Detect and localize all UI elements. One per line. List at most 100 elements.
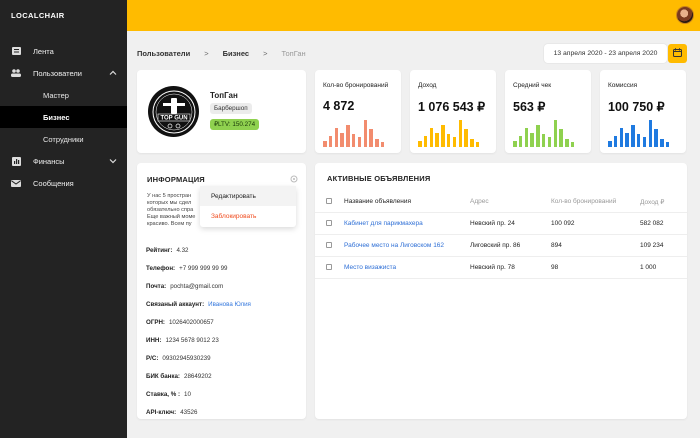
- category-badge: Барбершоп: [210, 103, 252, 114]
- stat-label: Доход: [418, 82, 437, 89]
- chart-bar: [334, 127, 339, 147]
- breadcrumb: Пользователи > Бизнес > ТопГан: [137, 49, 320, 58]
- chart-bar: [631, 124, 635, 147]
- edit-menu-item[interactable]: Редактировать: [200, 186, 296, 206]
- row-checkbox[interactable]: [326, 242, 332, 248]
- business-name: ТопГан: [210, 91, 238, 100]
- ad-title-link[interactable]: Место визажиста: [344, 264, 397, 271]
- stat-chart: [323, 115, 393, 147]
- column-header[interactable]: Кол-во бронирований: [551, 198, 617, 205]
- logo-text: TOP GUN: [160, 115, 187, 121]
- chart-bar: [375, 139, 379, 147]
- chart-bar: [340, 132, 344, 147]
- active-ads-card: АКТИВНЫЕ ОБЪЯВЛЕНИЯ: [315, 163, 687, 419]
- date-range-picker[interactable]: 13 апреля 2020 - 23 апреля 2020: [544, 44, 667, 63]
- column-header[interactable]: Доход ₽: [640, 199, 665, 206]
- info-title: ИНФОРМАЦИЯ: [147, 175, 205, 184]
- row-checkbox[interactable]: [326, 264, 332, 270]
- table-row: Место визажиста Невский пр. 78 98 1 000: [315, 257, 687, 279]
- info-description: У нас 5 простран которых мы сдел обязате…: [147, 193, 196, 227]
- field-api-key: API-ключ: 43526: [146, 408, 198, 416]
- sidebar-nav: Лента Пользователи Мастер Бизнес Сотрудн…: [0, 40, 127, 194]
- chart-bar: [665, 142, 670, 147]
- column-header[interactable]: Адрес: [470, 198, 489, 205]
- chart-bar: [524, 127, 529, 147]
- stat-card-avg-check: Средний чек 563 ₽: [505, 70, 591, 153]
- chart-bar: [642, 137, 647, 147]
- field-bik: БИК банка: 28649202: [146, 372, 212, 380]
- finance-icon: [11, 156, 21, 166]
- breadcrumb-users[interactable]: Пользователи: [137, 49, 191, 58]
- gear-icon[interactable]: [290, 175, 298, 183]
- field-account: Р/С: 09302945930239: [146, 354, 211, 362]
- ad-bookings: 100 092: [551, 220, 575, 227]
- chart-bar: [470, 139, 474, 147]
- app-logo[interactable]: LOCALCHAIR: [11, 11, 65, 20]
- chart-bar: [559, 129, 563, 147]
- ad-bookings: 98: [551, 264, 559, 271]
- linked-account-link[interactable]: Иванова Юлия: [208, 300, 251, 308]
- ads-title: АКТИВНЫЕ ОБЪЯВЛЕНИЯ: [327, 174, 431, 183]
- stat-card-income: Доход 1 076 543 ₽: [410, 70, 496, 153]
- table-row: Кабинет для парикмахера Невский пр. 24 1…: [315, 213, 687, 235]
- list-icon: [11, 47, 21, 56]
- sidebar-item-label: Сообщения: [33, 178, 74, 188]
- select-all-checkbox[interactable]: [326, 198, 332, 204]
- ad-income: 582 082: [640, 220, 664, 227]
- actions-dropdown: Редактировать Заблокировать: [200, 186, 296, 227]
- chart-bar: [518, 135, 523, 147]
- ads-table: Название объявления Адрес Кол-во брониро…: [315, 191, 687, 279]
- ltv-badge: ₽LTV: 150.274: [210, 119, 260, 130]
- ad-title-link[interactable]: Рабочее место на Лиговском 162: [344, 242, 445, 249]
- ad-title-link[interactable]: Кабинет для парикмахера: [344, 220, 423, 227]
- chart-bar: [323, 140, 327, 147]
- table-header: Название объявления Адрес Кол-во брониро…: [315, 191, 687, 213]
- stat-label: Комиссия: [608, 82, 638, 89]
- ad-income: 1 000: [640, 264, 657, 271]
- chart-bar: [464, 129, 468, 147]
- block-menu-item[interactable]: Заблокировать: [211, 212, 257, 220]
- chart-bar: [429, 127, 434, 147]
- field-rating: Рейтинг: 4.32: [146, 246, 189, 254]
- chart-bar: [418, 140, 422, 147]
- sidebar-subitem-master[interactable]: Мастер: [43, 90, 69, 100]
- row-checkbox[interactable]: [326, 220, 332, 226]
- chevron-up-icon: [109, 69, 117, 77]
- sidebar-subitem-business[interactable]: Бизнес: [0, 106, 127, 128]
- breadcrumb-separator: >: [263, 49, 268, 58]
- sidebar-item-finance[interactable]: Финансы: [0, 150, 127, 172]
- table-row: Рабочее место на Лиговском 162 Лиговский…: [315, 235, 687, 257]
- chart-bar: [625, 132, 629, 147]
- users-icon: [11, 69, 21, 78]
- calendar-button[interactable]: [668, 44, 687, 63]
- chart-bar: [357, 137, 362, 147]
- chart-bar: [363, 119, 368, 147]
- field-phone: Телефон: +7 999 999 99 99: [146, 264, 228, 272]
- stat-value: 563 ₽: [513, 100, 546, 114]
- stat-value: 100 750 ₽: [608, 100, 665, 114]
- stat-chart: [608, 115, 678, 147]
- breadcrumb-business[interactable]: Бизнес: [222, 49, 250, 58]
- sidebar-item-label: Лента: [33, 46, 54, 56]
- chart-bar: [446, 134, 451, 147]
- calendar-icon: [673, 48, 682, 59]
- sidebar: LOCALCHAIR Лента Пользователи Мастер Биз…: [0, 0, 127, 438]
- stat-chart: [418, 115, 488, 147]
- sidebar-item-feed[interactable]: Лента: [0, 40, 127, 62]
- chart-bar: [660, 139, 664, 147]
- sidebar-item-messages[interactable]: Сообщения: [0, 172, 127, 194]
- sidebar-item-label: Финансы: [33, 156, 65, 166]
- ad-address: Невский пр. 78: [470, 264, 515, 271]
- chart-bar: [369, 129, 373, 147]
- breadcrumb-current: ТопГан: [281, 49, 306, 58]
- sidebar-subitem-employees[interactable]: Сотрудники: [43, 134, 84, 144]
- avatar[interactable]: [676, 6, 694, 24]
- chart-bar: [565, 139, 569, 147]
- stat-value: 1 076 543 ₽: [418, 100, 486, 114]
- column-header[interactable]: Название объявления: [344, 198, 412, 205]
- ad-bookings: 894: [551, 242, 562, 249]
- sidebar-item-users[interactable]: Пользователи: [0, 62, 127, 84]
- chart-bar: [380, 142, 385, 147]
- info-fields: Рейтинг: 4.32 Телефон: +7 999 999 99 99 По…: [146, 241, 251, 421]
- chart-bar: [619, 127, 624, 147]
